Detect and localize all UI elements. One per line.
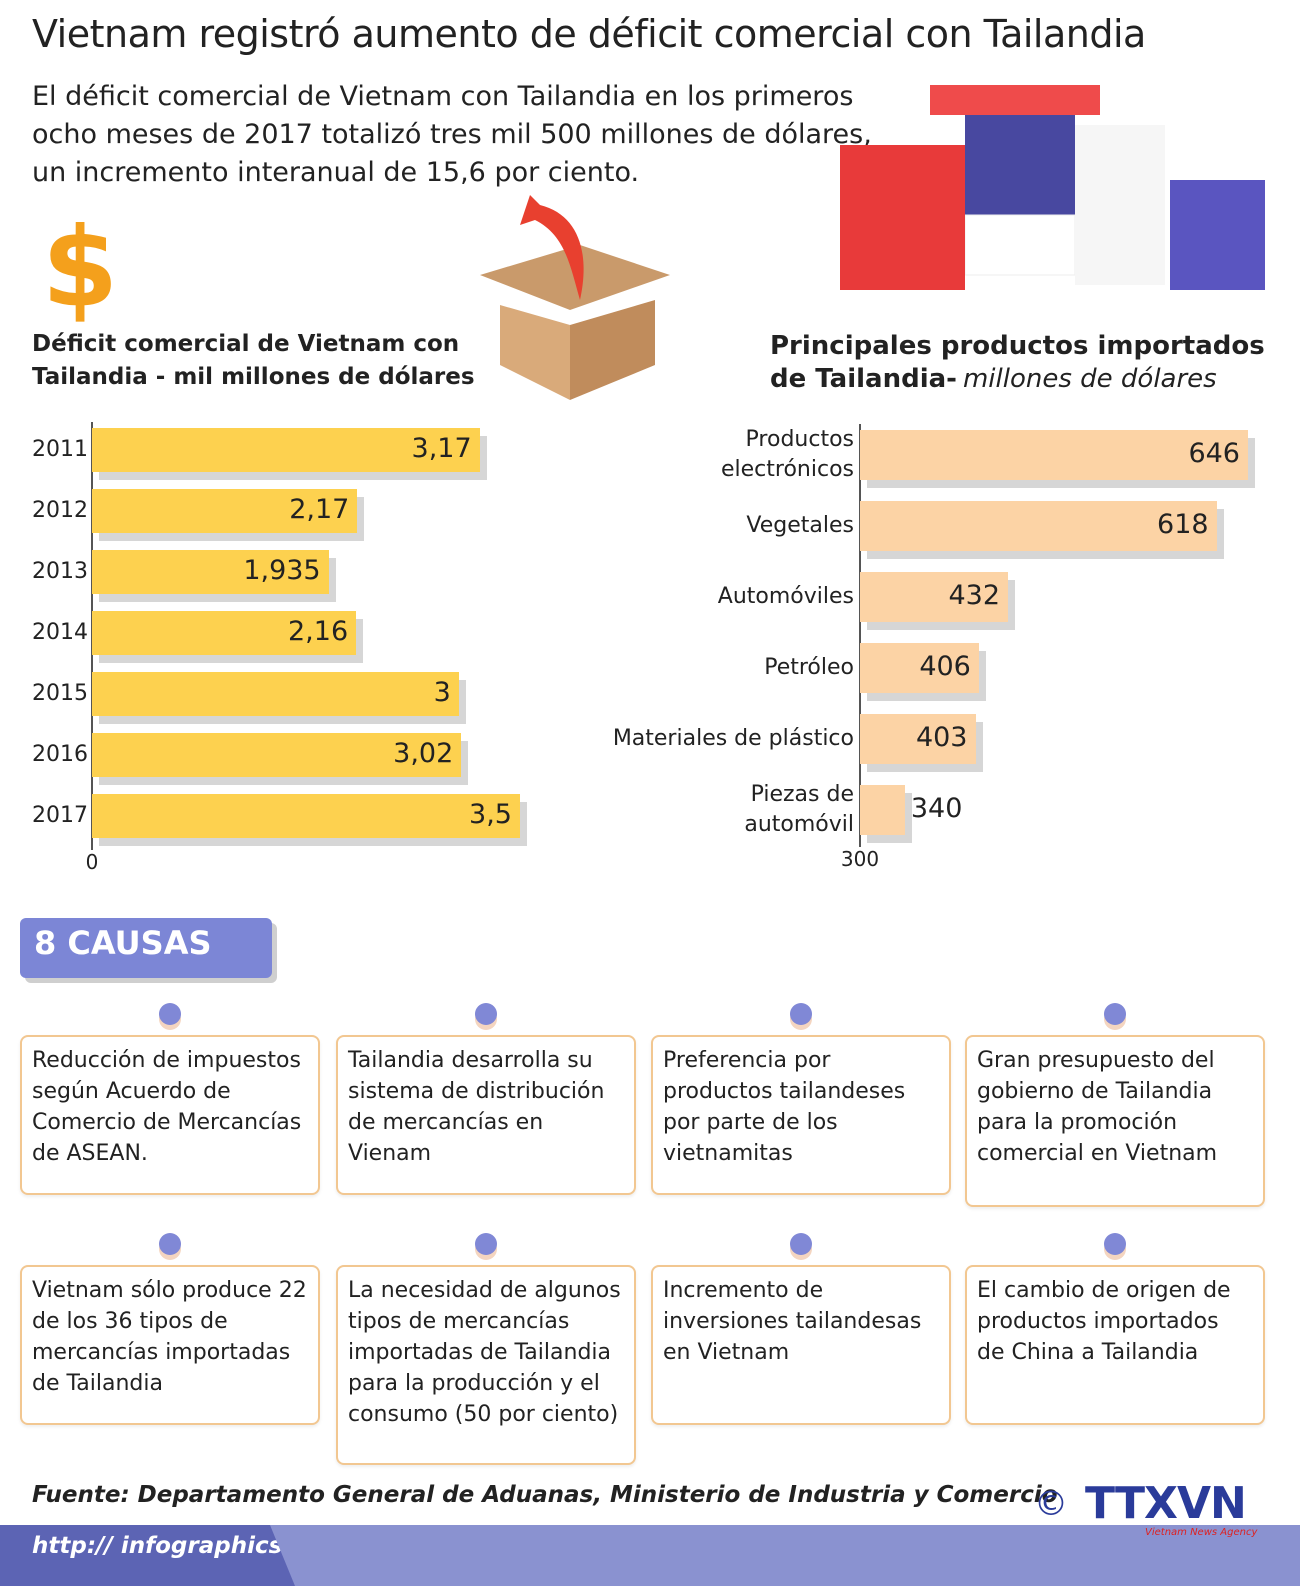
cause-dot [1104,1003,1126,1025]
value-label: 3,02 [393,738,454,769]
category-label: Automóviles [717,584,854,609]
agency: Vietnam News Agency [1145,1527,1258,1538]
category-label: Petróleo [764,655,854,680]
category-label: 2013 [32,559,88,584]
cause-dot [475,1233,497,1255]
bar [92,489,358,533]
svg-text:$: $ [42,210,119,325]
bar [92,428,480,472]
cause-dot [159,1233,181,1255]
tick-mark [91,844,93,850]
chart-title: Déficit comercial de Vietnam con Tailand… [32,331,475,390]
decoration-box [480,195,670,400]
bar [860,572,1009,622]
cause-box: Gran presupuesto del gobierno de Tailand… [965,1035,1265,1207]
bar [92,672,459,716]
decoration-dollar: $ [42,210,119,325]
cause-box: La necesidad de algunos tipos de mercanc… [336,1265,636,1465]
category-label: 2016 [32,742,88,767]
footer-url-bg: http:// infographics.vn [0,1525,295,1586]
chart-title: Principales productos importados de Tail… [770,331,1265,394]
value-label: 2,16 [288,616,349,647]
cause-box: Tailandia desarrolla su sistema de distr… [336,1035,636,1195]
bar [92,733,462,777]
cause-box: Reducción de impuestos según Acuerdo de … [20,1035,320,1195]
value-label: 340 [910,793,963,824]
title: Vietnam registró aumento de déficit come… [32,12,1146,56]
value-label: 406 [919,651,971,682]
value-label: 3,17 [411,433,472,464]
tick-mark [859,841,861,847]
cause-dot [790,1233,812,1255]
cause-dot [790,1003,812,1025]
cause-box: Vietnam sólo produce 22 de los 36 tipos … [20,1265,320,1425]
causes-title: 8 CAUSAS [34,924,212,962]
bar [92,550,329,594]
x-tick-label: 300 [840,847,880,871]
cause-box: El cambio de origen de productos importa… [965,1265,1265,1425]
category-label: Piezas de automóvil [744,782,854,837]
bar [860,501,1217,551]
x-tick-label: 0 [85,850,99,874]
axis-line [859,424,861,845]
value-label: 403 [915,722,968,753]
bar [860,430,1248,480]
value-label: 432 [948,580,1001,611]
chart-subtitle: millones de dólares [962,364,1217,394]
value-label: 3,5 [469,799,512,830]
causes-header: 8 CAUSAS [20,918,272,978]
value-label: 3 [433,677,451,708]
bar [860,714,976,764]
logo: TTXVN [1085,1478,1247,1529]
category-label: Productos electrónicos [721,427,854,482]
category-label: 2017 [32,803,88,828]
url: http:// infographics.vn [32,1533,323,1559]
category-label: 2014 [32,620,88,645]
bar [860,785,905,835]
decoration-bags [840,85,1265,290]
copyright: © [1034,1484,1068,1524]
category-label: Materiales de plástico [612,726,854,751]
cause-dot [1104,1233,1126,1255]
bar [860,643,979,693]
category-label: 2011 [32,437,88,462]
value-label: 1,935 [243,555,321,586]
bar [92,611,357,655]
source: Fuente: Departamento General de Aduanas,… [32,1482,1058,1508]
value-label: 646 [1188,438,1240,469]
cause-dot [159,1003,181,1025]
intro: El déficit comercial de Vietnam con Tail… [32,81,872,188]
category-label: Vegetales [746,513,854,538]
cause-dot [475,1003,497,1025]
category-label: 2015 [32,681,88,706]
value-label: 618 [1157,509,1209,540]
category-label: 2012 [32,498,88,523]
bar [92,794,520,838]
cause-box: Incremento de inversiones tailandesas en… [651,1265,951,1425]
value-label: 2,17 [289,494,350,525]
cause-box: Preferencia por productos tailandeses po… [651,1035,951,1195]
